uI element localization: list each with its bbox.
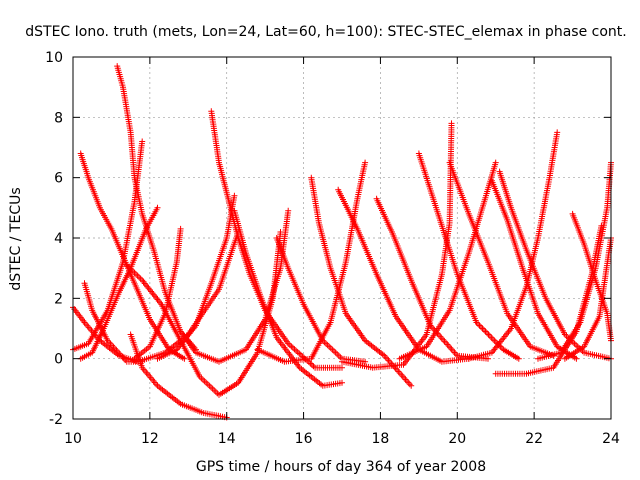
x-tick-label: 20 xyxy=(448,431,466,447)
y-tick-label: 6 xyxy=(54,171,63,187)
point-trace xyxy=(177,207,292,365)
x-axis-label: GPS time / hours of day 364 of year 2008 xyxy=(196,459,486,475)
series-arc-18 xyxy=(339,120,455,371)
series-arc-12 xyxy=(177,207,292,365)
series-arc-25 xyxy=(465,129,561,362)
point-trace xyxy=(446,159,557,359)
series-arc-8 xyxy=(131,225,184,362)
point-trace xyxy=(231,207,345,389)
point-trace xyxy=(339,120,455,371)
y-tick-label: -2 xyxy=(49,412,63,428)
series-arc-27 xyxy=(535,159,614,362)
point-trace xyxy=(561,235,614,362)
point-trace xyxy=(127,331,230,421)
series-arc-11 xyxy=(154,192,238,362)
y-tick-label: 0 xyxy=(54,352,63,368)
point-trace xyxy=(373,195,491,362)
x-tick-label: 12 xyxy=(141,431,159,447)
series-arc-19 xyxy=(373,195,491,362)
series-arc-5 xyxy=(81,280,146,365)
chart-title: dSTEC Iono. truth (mets, Lon=24, Lat=60,… xyxy=(25,24,626,40)
series-arc-9 xyxy=(127,331,230,421)
x-tick-label: 14 xyxy=(218,431,236,447)
series-arc-28 xyxy=(569,210,614,344)
point-trace xyxy=(131,225,184,362)
point-trace xyxy=(465,129,561,362)
data-points xyxy=(70,63,614,421)
point-trace xyxy=(308,174,415,389)
y-tick-label: 10 xyxy=(45,50,63,66)
axis-ticks xyxy=(72,56,612,420)
y-tick-label: 2 xyxy=(54,291,63,307)
point-trace xyxy=(273,235,369,365)
point-trace xyxy=(569,210,614,344)
series-arc-6 xyxy=(77,204,161,362)
point-trace xyxy=(77,204,161,362)
x-tick-label: 18 xyxy=(372,431,390,447)
y-tick-label: 8 xyxy=(54,110,63,126)
point-trace xyxy=(496,168,614,362)
series-arc-29 xyxy=(561,235,614,362)
point-trace xyxy=(81,280,146,365)
y-axis-label: dSTEC / TECUs xyxy=(8,187,24,290)
series-arc-16 xyxy=(308,174,415,389)
series-arc-24 xyxy=(496,168,614,362)
series-arc-21 xyxy=(396,159,499,362)
x-tick-label: 22 xyxy=(525,431,543,447)
point-trace xyxy=(396,159,499,362)
y-tick-label: 4 xyxy=(54,231,63,247)
x-tick-label: 24 xyxy=(602,431,620,447)
series-arc-13 xyxy=(231,207,345,389)
x-tick-label: 10 xyxy=(64,431,82,447)
point-trace xyxy=(535,159,614,362)
series-arc-15 xyxy=(273,235,369,365)
x-tick-label: 16 xyxy=(295,431,313,447)
series-arc-22 xyxy=(446,159,557,359)
point-trace xyxy=(154,192,238,362)
